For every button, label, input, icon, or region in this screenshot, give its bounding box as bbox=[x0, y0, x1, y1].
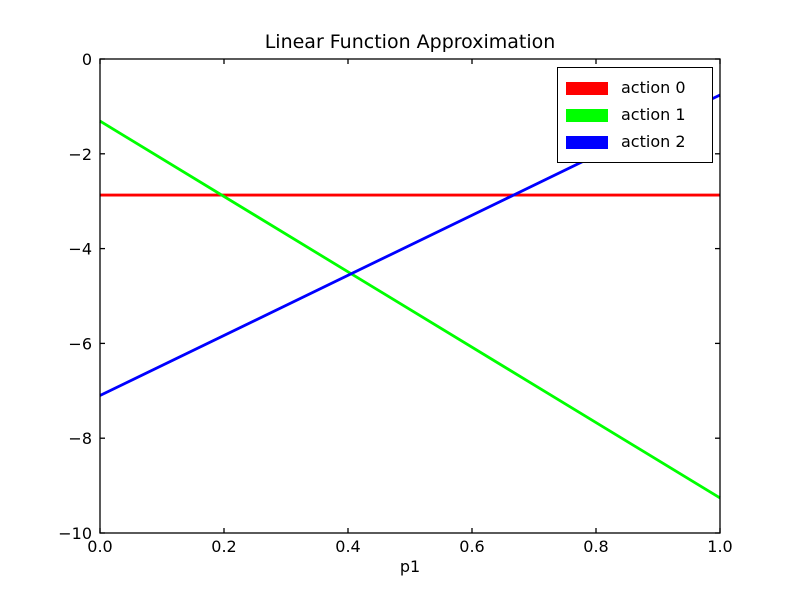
legend-item: action 0 bbox=[566, 75, 702, 101]
legend-swatch-action-1 bbox=[566, 108, 608, 122]
y-tick-label: −4 bbox=[68, 240, 92, 259]
y-tick-label: −8 bbox=[68, 429, 92, 448]
x-tick-label: 0.0 bbox=[87, 537, 112, 556]
legend-swatch-action-2 bbox=[566, 135, 608, 149]
x-axis-label: p1 bbox=[399, 557, 421, 576]
legend-item: action 1 bbox=[566, 102, 702, 128]
series-line-1 bbox=[99, 119, 721, 500]
legend-label: action 1 bbox=[621, 105, 686, 124]
chart-title: Linear Function Approximation bbox=[264, 31, 556, 53]
legend-label: action 0 bbox=[621, 78, 686, 97]
axes-spines bbox=[99, 58, 721, 534]
legend-swatch-action-0 bbox=[566, 81, 608, 95]
y-tick-label: −2 bbox=[68, 145, 92, 164]
y-tick-label: 0 bbox=[82, 50, 92, 69]
legend-label: action 2 bbox=[621, 132, 686, 151]
x-tick-label: 0.4 bbox=[335, 537, 360, 556]
x-tick-label: 1.0 bbox=[707, 537, 732, 556]
x-tick-label: 0.6 bbox=[459, 537, 484, 556]
x-tick-label: 0.2 bbox=[211, 537, 236, 556]
x-tick-label: 0.8 bbox=[583, 537, 608, 556]
y-tick-label: −6 bbox=[68, 334, 92, 353]
legend: action 0 action 1 action 2 bbox=[557, 67, 713, 163]
y-tick-label: −10 bbox=[58, 524, 92, 543]
legend-item: action 2 bbox=[566, 129, 702, 155]
